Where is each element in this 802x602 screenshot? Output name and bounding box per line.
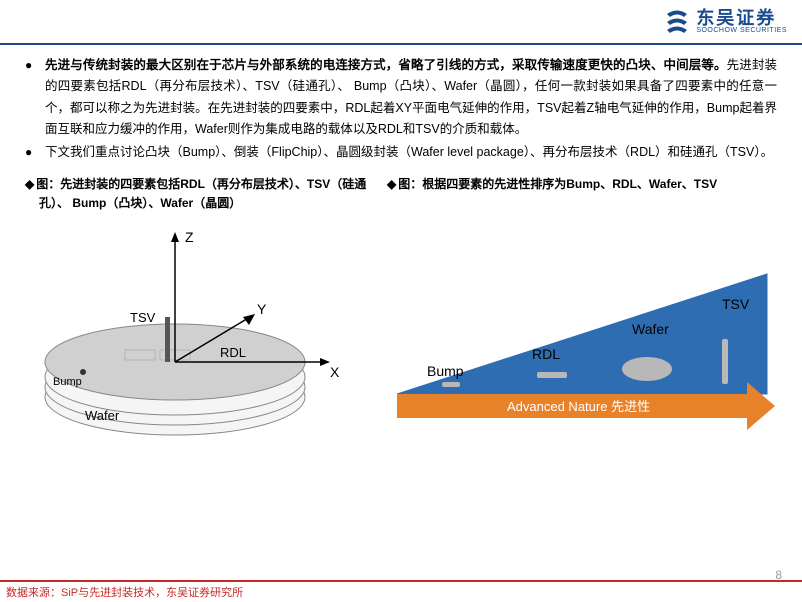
tsv-label: TSV <box>722 296 750 312</box>
slide-content: 先进与传统封装的最大区别在于芯片与外部系统的电连接方式，省略了引线的方式，采取传… <box>0 45 802 447</box>
footer-source: 数据来源：SiP与先进封装技术，东吴证券研究所 <box>0 580 802 602</box>
figure-caption: 图：根据四要素的先进性排序为Bump、RDL、Wafer、TSV <box>387 175 777 194</box>
figure-left: 图：先进封装的四要素包括RDL（再分布层技术）、TSV（硅通孔）、 Bump（凸… <box>25 175 377 446</box>
wafer-label: Wafer <box>85 408 120 423</box>
logo-text-cn: 东吴证券 <box>696 9 787 27</box>
bullet-bold: 先进与传统封装的最大区别在于芯片与外部系统的电连接方式，省略了引线的方式，采取传… <box>45 58 727 72</box>
company-logo: 东吴证券 SOOCHOW SECURITIES <box>664 9 787 35</box>
bullet-text: 下文我们重点讨论凸块（Bump）、倒装（FlipChip）、晶圆级封装（Wafe… <box>45 145 773 159</box>
figure-caption: 图：先进封装的四要素包括RDL（再分布层技术）、TSV（硅通孔）、 Bump（凸… <box>25 175 377 213</box>
logo-text-en: SOOCHOW SECURITIES <box>696 27 787 34</box>
figures-row: 图：先进封装的四要素包括RDL（再分布层技术）、TSV（硅通孔）、 Bump（凸… <box>25 175 777 446</box>
figure-right: 图：根据四要素的先进性排序为Bump、RDL、Wafer、TSV Advance… <box>387 175 777 446</box>
bump-label: Bump <box>53 376 82 388</box>
wafer-label: Wafer <box>632 321 669 337</box>
tsv-label: TSV <box>130 310 156 325</box>
bullet-list: 先进与传统封装的最大区别在于芯片与外部系统的电连接方式，省略了引线的方式，采取传… <box>25 55 777 163</box>
bullet-item: 下文我们重点讨论凸块（Bump）、倒装（FlipChip）、晶圆级封装（Wafe… <box>25 142 777 163</box>
axis-y-label: Y <box>257 301 267 317</box>
bump-label: Bump <box>427 363 464 379</box>
bullet-item: 先进与传统封装的最大区别在于芯片与外部系统的电连接方式，省略了引线的方式，采取传… <box>25 55 777 140</box>
arrow-label: Advanced Nature 先进性 <box>507 399 650 414</box>
rdl-label: RDL <box>220 345 246 360</box>
wafer-diagram: Z X Y TSV RDL Bump Wafer <box>25 222 377 447</box>
axis-z-label: Z <box>185 229 194 245</box>
logo-icon <box>664 9 690 35</box>
slide-header: 东吴证券 SOOCHOW SECURITIES <box>0 0 802 45</box>
rdl-label: RDL <box>532 346 560 362</box>
axis-x-label: X <box>330 364 340 380</box>
triangle-diagram: Advanced Nature 先进性 Bump RDL Wafer TSV <box>387 254 777 439</box>
